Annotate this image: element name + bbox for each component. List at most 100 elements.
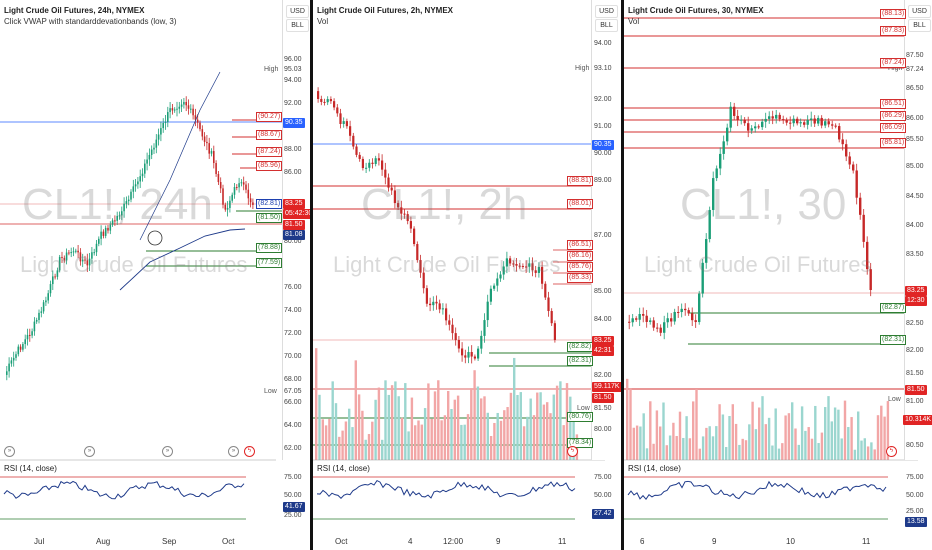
candle xyxy=(845,144,848,157)
candle xyxy=(130,191,132,200)
volume-bar xyxy=(410,397,414,460)
candle xyxy=(869,269,872,290)
volume-label[interactable]: Vol xyxy=(317,17,329,26)
pane-divider[interactable] xyxy=(621,0,624,550)
level-label: (77.59) xyxy=(256,258,283,268)
volume-bar xyxy=(711,436,715,460)
volume-bar xyxy=(516,394,519,460)
indicator-label[interactable]: Click VWAP with standarddevationbands (l… xyxy=(4,17,177,26)
candle xyxy=(35,319,38,322)
volume-bar xyxy=(741,438,744,460)
price-tick: 67.05 xyxy=(284,388,302,395)
volume-bar xyxy=(886,401,890,460)
candle xyxy=(100,231,102,239)
volume-bar xyxy=(824,407,827,460)
candle xyxy=(365,167,368,169)
candle xyxy=(761,121,764,128)
candle xyxy=(368,162,371,168)
flash-icon[interactable]: ϟ xyxy=(567,446,578,457)
volume-bar xyxy=(870,442,873,460)
chart-canvas-24h[interactable] xyxy=(0,0,310,550)
unit-button[interactable]: BLL xyxy=(286,19,309,32)
flash-icon[interactable]: ϟ xyxy=(886,446,897,457)
candle xyxy=(247,189,250,199)
candle xyxy=(803,122,806,125)
trend-line xyxy=(139,71,221,241)
unit-button[interactable]: BLL xyxy=(595,19,618,32)
candle xyxy=(747,123,750,131)
unit-button[interactable]: BLL xyxy=(908,19,931,32)
volume-bar xyxy=(440,420,443,460)
candle xyxy=(403,213,406,215)
last-price-tag: 83.25 xyxy=(905,286,927,296)
flash-icon[interactable]: ϟ xyxy=(244,446,255,457)
rsi-label[interactable]: RSI (14, close) xyxy=(4,464,57,473)
volume-bar xyxy=(559,381,562,460)
price-tick: 80.00 xyxy=(284,238,302,245)
price-tick: 94.00 xyxy=(594,40,612,47)
candle xyxy=(505,258,508,267)
volume-bar xyxy=(721,414,725,460)
volume-bar xyxy=(761,396,764,460)
candle xyxy=(371,162,374,164)
level-label: (86.29) xyxy=(880,111,907,121)
candle xyxy=(445,308,448,321)
volume-bar xyxy=(738,444,741,460)
level-label: (85.76) xyxy=(567,262,594,272)
chart-canvas-30m[interactable] xyxy=(624,0,932,550)
chart-pane-2h[interactable]: CL1!, 2h Light Crude Oil Futures Light C… xyxy=(313,0,621,550)
candle xyxy=(377,158,380,161)
candle xyxy=(413,228,416,245)
candle xyxy=(47,293,49,301)
goto-start-icon[interactable]: » xyxy=(4,446,15,457)
volume-bar xyxy=(731,404,734,460)
price-tick: 87.50 xyxy=(906,52,924,59)
pane-divider[interactable] xyxy=(310,0,313,550)
candle xyxy=(109,224,112,231)
goto-start-icon[interactable]: » xyxy=(84,446,95,457)
time-axis-label: 12:00 xyxy=(443,537,464,546)
candle xyxy=(736,115,739,120)
volume-bar xyxy=(728,416,731,460)
volume-bar xyxy=(486,412,489,460)
level-label: (87.24) xyxy=(256,147,283,157)
volume-bar xyxy=(447,390,450,460)
rsi-tick: 50.00 xyxy=(284,492,302,499)
price-tick: 72.00 xyxy=(284,330,302,337)
candle xyxy=(233,187,236,195)
candle xyxy=(137,181,139,185)
volume-bar xyxy=(315,348,318,460)
goto-start-icon[interactable]: » xyxy=(162,446,173,457)
rsi-label[interactable]: RSI (14, close) xyxy=(317,464,370,473)
candle xyxy=(684,308,687,311)
chart-pane-30m[interactable]: CL1!, 30 Light Crude Oil Futures Light C… xyxy=(624,0,932,550)
volume-bar xyxy=(771,445,774,460)
chart-canvas-2h[interactable] xyxy=(313,0,621,550)
currency-button[interactable]: USD xyxy=(595,5,618,18)
volume-bar xyxy=(857,411,860,460)
candle xyxy=(656,327,659,329)
time-axis-label: 6 xyxy=(640,537,645,546)
volume-label[interactable]: Vol xyxy=(628,17,640,26)
candle xyxy=(52,276,54,285)
currency-button[interactable]: USD xyxy=(908,5,931,18)
candle xyxy=(95,243,98,253)
low-label: Low xyxy=(264,388,277,395)
price-axis[interactable]: USD BLL xyxy=(904,0,932,460)
level-label: (90.27) xyxy=(256,112,283,122)
candle xyxy=(236,187,238,189)
candle xyxy=(185,101,187,106)
candle xyxy=(483,320,486,336)
rsi-label[interactable]: RSI (14, close) xyxy=(628,464,681,473)
candle xyxy=(199,122,201,130)
candle xyxy=(125,201,128,204)
volume-bar xyxy=(324,425,328,460)
chart-pane-24h[interactable]: CL1!, 24h Light Crude Oil Futures Light … xyxy=(0,0,310,550)
price-tick: 86.50 xyxy=(906,85,924,92)
candle xyxy=(638,314,641,320)
goto-start-icon[interactable]: » xyxy=(228,446,239,457)
candle xyxy=(10,360,13,364)
currency-button[interactable]: USD xyxy=(286,5,309,18)
candle xyxy=(17,346,20,355)
volume-bar xyxy=(807,427,810,460)
